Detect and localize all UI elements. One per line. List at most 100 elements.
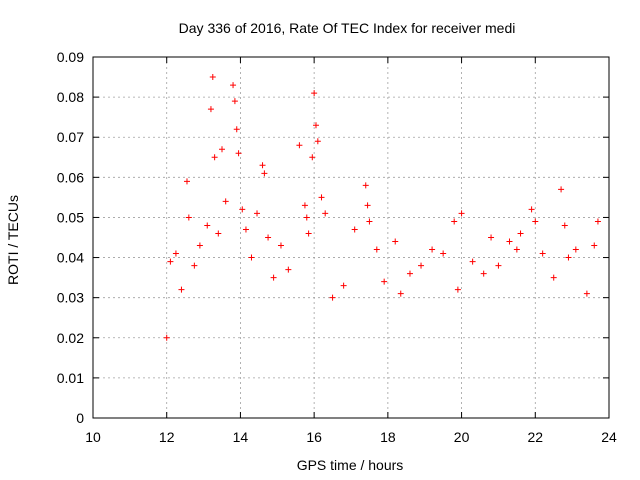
data-point xyxy=(285,266,292,273)
data-point xyxy=(550,274,557,281)
data-point xyxy=(242,226,249,233)
x-tick-label: 12 xyxy=(159,429,175,445)
data-point xyxy=(561,222,568,229)
data-point xyxy=(451,218,458,225)
data-point xyxy=(254,210,261,217)
x-tick-label: 16 xyxy=(306,429,322,445)
data-point xyxy=(454,286,461,293)
data-point xyxy=(351,226,358,233)
data-point xyxy=(235,150,242,157)
chart-title: Day 336 of 2016, Rate Of TEC Index for r… xyxy=(179,20,516,36)
data-point xyxy=(183,178,190,185)
data-point xyxy=(458,210,465,217)
data-point xyxy=(565,254,572,261)
y-tick-label: 0.03 xyxy=(57,290,84,306)
data-point xyxy=(594,218,601,225)
data-point xyxy=(305,230,312,237)
data-point xyxy=(495,262,502,269)
data-point xyxy=(312,122,319,129)
data-point xyxy=(397,290,404,297)
data-point xyxy=(429,246,436,253)
data-point xyxy=(314,138,321,145)
data-point xyxy=(207,106,214,113)
data-point xyxy=(163,334,170,341)
data-point xyxy=(248,254,255,261)
data-point xyxy=(196,242,203,249)
data-point xyxy=(191,262,198,269)
y-tick-label: 0.09 xyxy=(57,49,84,65)
data-point xyxy=(233,126,240,133)
data-point xyxy=(167,258,174,265)
y-tick-label: 0.07 xyxy=(57,129,84,145)
data-point xyxy=(418,262,425,269)
data-point xyxy=(364,202,371,209)
data-point xyxy=(488,234,495,241)
data-point xyxy=(373,246,380,253)
data-point xyxy=(517,230,524,237)
data-point xyxy=(366,218,373,225)
data-point xyxy=(185,214,192,221)
x-tick-label: 20 xyxy=(454,429,470,445)
data-point xyxy=(309,154,316,161)
data-point xyxy=(583,290,590,297)
x-tick-label: 22 xyxy=(527,429,543,445)
data-point xyxy=(322,210,329,217)
data-point xyxy=(506,238,513,245)
y-tick-label: 0.01 xyxy=(57,370,84,386)
data-point xyxy=(209,74,216,81)
data-point xyxy=(222,198,229,205)
data-point xyxy=(440,250,447,257)
data-point xyxy=(303,214,310,221)
axis-ticks: 0 0.01 0.02 0.03 0.04 0.05 0.06 0.07 0.08 0.09 10 1… xyxy=(57,49,617,445)
y-tick-label: 0.05 xyxy=(57,209,84,225)
data-point xyxy=(261,170,268,177)
data-point xyxy=(381,278,388,285)
data-point xyxy=(532,218,539,225)
y-tick-label: 0 xyxy=(76,410,84,426)
data-point xyxy=(204,222,211,229)
y-tick-label: 0.06 xyxy=(57,169,84,185)
data-point xyxy=(311,90,318,97)
x-tick-label: 14 xyxy=(233,429,249,445)
data-point xyxy=(539,250,546,257)
data-point xyxy=(231,98,238,105)
data-point xyxy=(211,154,218,161)
data-points xyxy=(163,74,601,341)
x-tick-label: 18 xyxy=(380,429,396,445)
y-tick-label: 0.04 xyxy=(57,250,84,266)
data-point xyxy=(591,242,598,249)
data-point xyxy=(265,234,272,241)
x-axis-label: GPS time / hours xyxy=(297,457,404,473)
data-point xyxy=(469,258,476,265)
grid-lines xyxy=(93,57,609,418)
data-point xyxy=(392,238,399,245)
data-point xyxy=(296,142,303,149)
data-point xyxy=(362,182,369,189)
y-tick-label: 0.08 xyxy=(57,89,84,105)
data-point xyxy=(406,270,413,277)
data-point xyxy=(219,146,225,153)
data-point xyxy=(239,206,246,213)
y-tick-label: 0.02 xyxy=(57,330,84,346)
data-point xyxy=(513,246,520,253)
data-point xyxy=(572,246,579,253)
data-point xyxy=(215,230,222,237)
data-point xyxy=(277,242,284,249)
data-point xyxy=(558,186,565,193)
x-tick-label: 10 xyxy=(85,429,101,445)
data-point xyxy=(340,282,347,289)
data-point xyxy=(259,162,266,169)
data-point xyxy=(172,250,179,257)
data-point xyxy=(270,274,277,281)
data-point xyxy=(318,194,325,201)
data-point xyxy=(329,294,336,301)
plot-frame xyxy=(92,56,610,419)
data-point xyxy=(230,82,237,89)
y-axis-label: ROTI / TECUs xyxy=(5,195,21,285)
data-point xyxy=(528,206,535,213)
data-point xyxy=(178,286,185,293)
x-tick-label: 24 xyxy=(601,429,617,445)
data-point xyxy=(480,270,487,277)
data-point xyxy=(301,202,308,209)
